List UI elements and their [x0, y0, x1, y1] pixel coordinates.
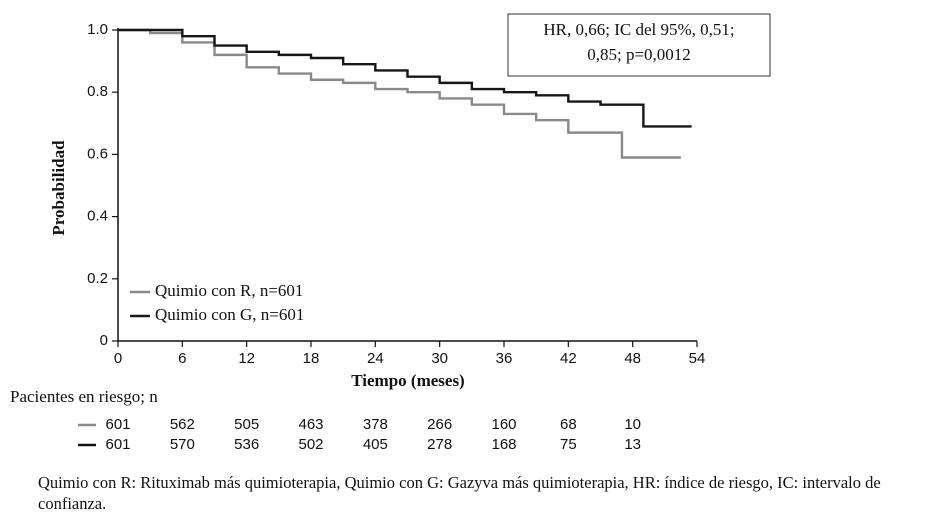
y-tick-label: 0.8 — [87, 83, 108, 100]
risk-count: 10 — [624, 416, 641, 433]
risk-count: 68 — [560, 416, 577, 433]
y-tick-label: 1.0 — [87, 21, 108, 38]
y-tick-label: 0.6 — [87, 145, 108, 162]
risk-count: 601 — [105, 416, 130, 433]
x-tick-label: 0 — [114, 350, 122, 367]
chart: HR, 0,66; IC del 95%, 0,51; 0,85; p=0,00… — [10, 13, 771, 453]
x-tick-label: 12 — [238, 350, 255, 367]
risk-count: 160 — [491, 416, 516, 433]
x-tick-label: 18 — [303, 350, 320, 367]
risk-count: 168 — [491, 436, 516, 453]
risk-count: 502 — [298, 436, 323, 453]
risk-count: 266 — [427, 416, 452, 433]
y-tick-label: 0.4 — [87, 208, 108, 225]
x-tick-label: 30 — [431, 350, 448, 367]
y-tick-label: 0.2 — [87, 270, 108, 287]
risk-count: 562 — [170, 416, 195, 433]
x-tick-label: 6 — [178, 350, 186, 367]
x-tick-label: 42 — [560, 350, 577, 367]
legend-label: Quimio con G, n=601 — [155, 305, 304, 324]
risk-count: 570 — [170, 436, 195, 453]
km-curve — [118, 28, 692, 128]
annotation: HR, 0,66; IC del 95%, 0,51; — [543, 20, 734, 39]
y-tick-label: 0 — [100, 332, 108, 349]
annotation-box — [507, 13, 771, 77]
km-curve — [118, 28, 681, 159]
footnote: Quimio con R: Rituximab más quimioterapi… — [38, 473, 881, 513]
annotation: 0,85; p=0,0012 — [587, 45, 691, 64]
risk-count: 536 — [234, 436, 259, 453]
legend-label: Quimio con R, n=601 — [155, 281, 303, 300]
risk-count: 13 — [624, 436, 641, 453]
x-tick-label: 24 — [367, 350, 384, 367]
x-tick-label: 36 — [496, 350, 513, 367]
risk-count: 278 — [427, 436, 452, 453]
risk-count: 405 — [363, 436, 388, 453]
x-tick-label: 48 — [624, 350, 641, 367]
risk-count: 505 — [234, 416, 259, 433]
x-axis-title: Tiempo (meses) — [351, 371, 464, 390]
risk-count: 463 — [298, 416, 323, 433]
risk-count: 75 — [560, 436, 577, 453]
risk-count: 378 — [363, 416, 388, 433]
y-axis-title: Probabilidad — [49, 140, 68, 236]
risk-title: Pacientes en riesgo; n — [10, 387, 158, 406]
risk-count: 601 — [105, 436, 130, 453]
x-tick-label: 54 — [689, 350, 706, 367]
